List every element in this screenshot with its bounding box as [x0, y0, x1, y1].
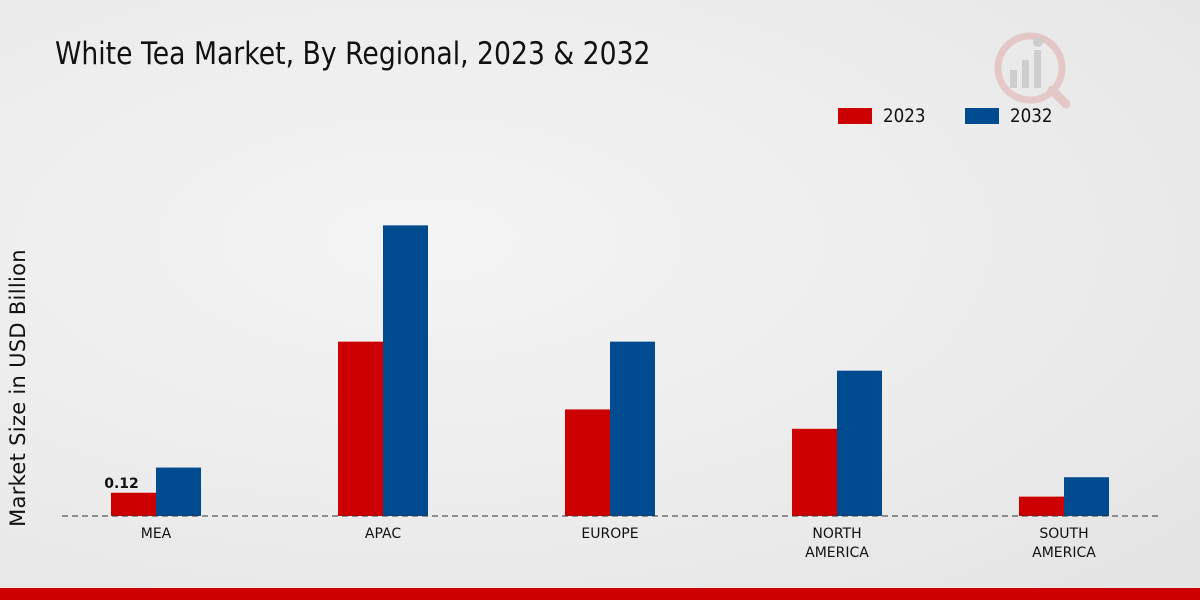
footer-bar	[0, 588, 1200, 600]
legend-item-2023: 2023	[838, 105, 931, 127]
x-tick-label-apac: APAC	[365, 526, 401, 542]
bar-2032-mea	[156, 467, 201, 516]
chart-title: White Tea Market, By Regional, 2023 & 20…	[55, 36, 651, 72]
legend-label-2023: 2023	[883, 105, 926, 127]
legend-swatch-2023	[838, 108, 872, 124]
legend-item-2032: 2032	[965, 105, 1058, 127]
bar-2023-europe	[565, 409, 610, 516]
brand-logo-icon	[990, 28, 1080, 113]
data-label-2023-mea: 0.12	[104, 476, 139, 492]
legend-swatch-2032	[965, 108, 1000, 124]
bar-2023-apac	[338, 341, 383, 516]
legend-label-2032: 2032	[1010, 105, 1053, 127]
x-tick-label-south-america-line1: SOUTH	[1039, 526, 1088, 542]
x-tick-label-north-america-line2: AMERICA	[805, 545, 869, 561]
x-tick-label-mea: MEA	[141, 526, 172, 542]
bar-2032-south-america	[1064, 477, 1109, 516]
bar-2032-apac	[383, 225, 428, 516]
legend: 2023 2032	[838, 104, 1093, 128]
bar-2023-north-america	[792, 428, 837, 516]
x-tick-label-europe: EUROPE	[581, 526, 638, 542]
bar-2023-south-america	[1019, 496, 1064, 516]
bar-2023-mea	[111, 492, 156, 516]
x-tick-label-north-america-line1: NORTH	[812, 526, 861, 542]
bar-2032-north-america	[837, 370, 882, 516]
bar-2032-europe	[610, 341, 655, 516]
x-tick-label-south-america-line2: AMERICA	[1032, 545, 1096, 561]
